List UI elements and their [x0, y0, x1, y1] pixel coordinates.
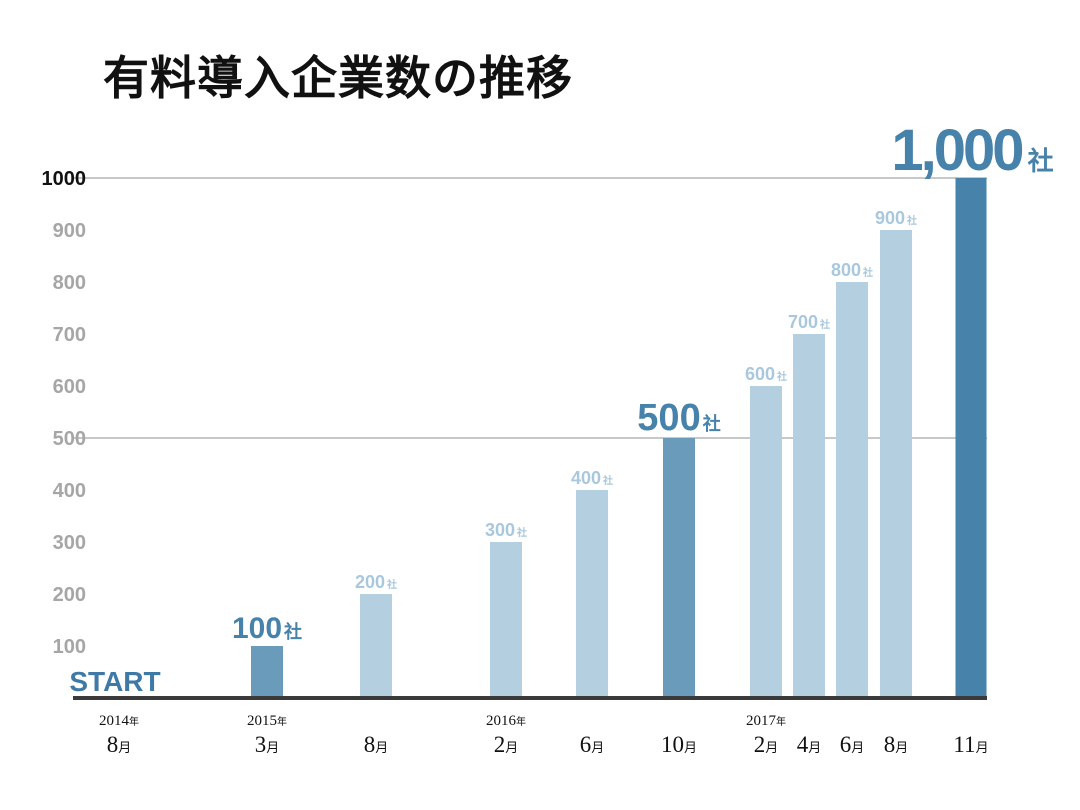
- x-month-label-3: 8月: [364, 732, 389, 757]
- x-month-label-9: 6月: [840, 732, 865, 757]
- y-tick-label-800: 800: [53, 272, 86, 294]
- x-month-label-6: 10月: [661, 732, 697, 757]
- bar-8: [793, 334, 825, 698]
- value-label-11: 1,000 社: [891, 118, 1053, 183]
- bar-4: [490, 542, 522, 698]
- x-year-label-2: 2015年: [247, 713, 287, 729]
- x-month-label-4: 2月: [494, 732, 519, 757]
- value-label-6: 500 社: [637, 397, 720, 439]
- x-year-label-1: 2014年: [99, 713, 139, 729]
- y-tick-label-900: 900: [53, 220, 86, 242]
- value-label-7: 600 社: [745, 364, 787, 384]
- bar-5: [576, 490, 608, 698]
- bar-7: [750, 386, 782, 698]
- chart-title: 有料導入企業数の推移: [103, 51, 573, 105]
- y-tick-label-400: 400: [53, 480, 86, 502]
- y-tick-label-300: 300: [53, 532, 86, 554]
- x-month-label-11: 11月: [953, 732, 988, 757]
- value-label-8: 700 社: [788, 312, 830, 332]
- value-label-9: 800 社: [831, 260, 873, 280]
- value-label-5: 400 社: [571, 468, 613, 488]
- start-label: START: [69, 666, 160, 697]
- x-month-label-8: 4月: [797, 732, 822, 757]
- y-tick-label-700: 700: [53, 324, 86, 346]
- value-label-3: 200 社: [355, 572, 397, 592]
- bar-6: [663, 438, 695, 698]
- x-year-label-4: 2016年: [486, 713, 526, 729]
- y-tick-label-600: 600: [53, 376, 86, 398]
- bar-9: [836, 282, 868, 698]
- x-month-label-5: 6月: [580, 732, 605, 757]
- x-year-label-7: 2017年: [746, 713, 786, 729]
- value-label-10: 900 社: [875, 208, 917, 228]
- x-month-label-1: 8月: [107, 732, 132, 757]
- y-tick-label-1000: 1000: [42, 168, 87, 190]
- y-tick-label-500: 500: [53, 428, 86, 450]
- bar-10: [880, 230, 912, 698]
- bar-2: [251, 646, 283, 698]
- y-tick-label-100: 100: [53, 636, 86, 658]
- value-label-2: 100 社: [232, 612, 302, 645]
- bar-3: [360, 594, 392, 698]
- x-month-label-7: 2月: [754, 732, 779, 757]
- x-month-label-10: 8月: [884, 732, 909, 757]
- y-tick-label-200: 200: [53, 584, 86, 606]
- x-month-label-2: 3月: [255, 732, 280, 757]
- value-label-4: 300 社: [485, 520, 527, 540]
- bar-11: [955, 178, 987, 698]
